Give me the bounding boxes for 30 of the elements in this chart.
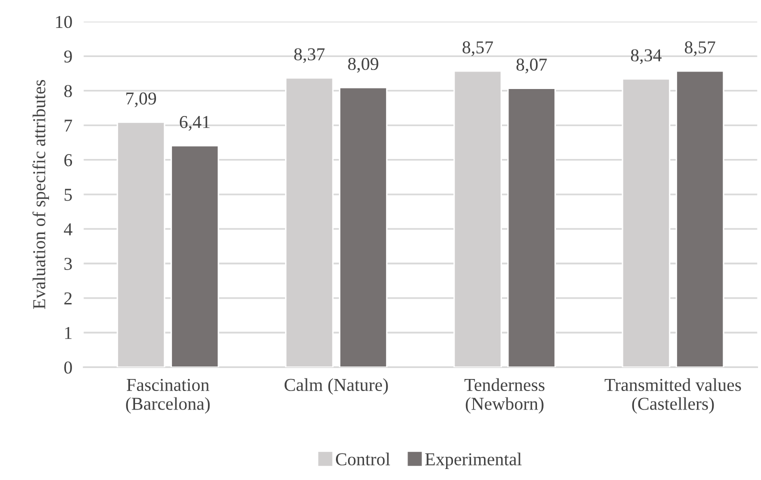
data-label: 6,41 bbox=[180, 116, 210, 131]
y-tick-label: 1 bbox=[65, 326, 72, 339]
bar bbox=[170, 144, 220, 368]
legend-label: Experimental bbox=[425, 452, 522, 470]
y-tick-label: 5 bbox=[64, 188, 72, 201]
y-axis-title: Evaluation of specific attributes bbox=[32, 80, 49, 309]
y-tick-label: 2 bbox=[64, 292, 72, 304]
y-tick-label: 0 bbox=[64, 361, 72, 374]
y-tick-label: 3 bbox=[64, 258, 72, 270]
data-label: 8,07 bbox=[516, 58, 547, 74]
bar bbox=[507, 88, 556, 368]
x-tick-label: Transmitted values (Castellers) bbox=[604, 378, 741, 414]
y-tick-label: 7 bbox=[64, 120, 72, 132]
x-tick-label: Calm (Nature) bbox=[284, 378, 388, 395]
bar bbox=[338, 86, 388, 368]
data-label: 7,09 bbox=[126, 92, 156, 108]
data-label: 8,09 bbox=[348, 58, 378, 73]
y-tick-label: 9 bbox=[64, 50, 72, 63]
data-label: 8,57 bbox=[462, 41, 493, 56]
y-tick-label: 6 bbox=[64, 154, 72, 166]
data-label: 8,37 bbox=[294, 48, 325, 63]
x-tick-label: Tenderness (Newborn) bbox=[464, 378, 544, 414]
y-tick-label: 8 bbox=[64, 84, 72, 98]
data-label: 8,57 bbox=[684, 41, 716, 56]
bar bbox=[676, 70, 724, 368]
data-label: 8,34 bbox=[630, 49, 662, 64]
y-tick-label: 4 bbox=[64, 223, 72, 236]
legend-label: Control bbox=[336, 452, 390, 466]
y-tick-label: 10 bbox=[56, 16, 72, 28]
x-tick-label: Fascination (Barcelona) bbox=[126, 378, 210, 414]
